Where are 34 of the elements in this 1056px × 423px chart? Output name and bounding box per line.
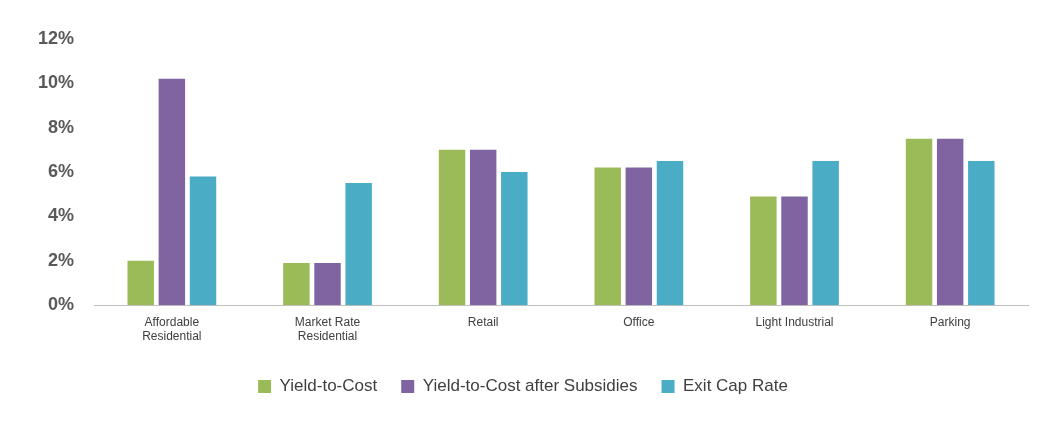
y-tick-label: 4% <box>48 205 75 226</box>
bar <box>750 196 777 306</box>
y-tick-label: 0% <box>48 294 75 315</box>
y-tick-label: 10% <box>38 72 75 93</box>
legend-label: Yield-to-Cost after Subsidies <box>422 376 638 396</box>
x-tick-label: Affordable Residential <box>142 314 202 344</box>
x-tick-label: Market Rate Residential <box>294 314 361 344</box>
x-tick-label: Office <box>623 314 655 329</box>
bar <box>968 160 995 306</box>
y-tick-label: 12% <box>38 27 75 48</box>
bar <box>501 172 528 306</box>
x-tick-label: Parking <box>929 314 971 329</box>
bar <box>283 263 310 306</box>
legend-label: Yield-to-Cost <box>279 376 378 396</box>
legend-label: Exit Cap Rate <box>683 376 788 396</box>
bar <box>594 167 621 306</box>
y-tick-label: 2% <box>48 249 75 270</box>
bar <box>189 176 217 306</box>
bar <box>936 138 964 306</box>
y-tick-label: 8% <box>48 116 75 137</box>
bar <box>438 149 466 306</box>
bar <box>314 263 341 306</box>
x-tick-label: Light Industrial <box>755 314 834 329</box>
bar <box>469 149 497 306</box>
bar <box>158 78 186 306</box>
bar <box>781 196 808 306</box>
y-tick-label: 6% <box>48 160 75 181</box>
bar <box>905 138 933 306</box>
x-tick-label: Retail <box>467 314 499 329</box>
bar <box>812 160 839 306</box>
bar <box>625 167 653 306</box>
bar <box>127 260 154 306</box>
bar <box>345 183 372 306</box>
bar <box>656 160 684 306</box>
